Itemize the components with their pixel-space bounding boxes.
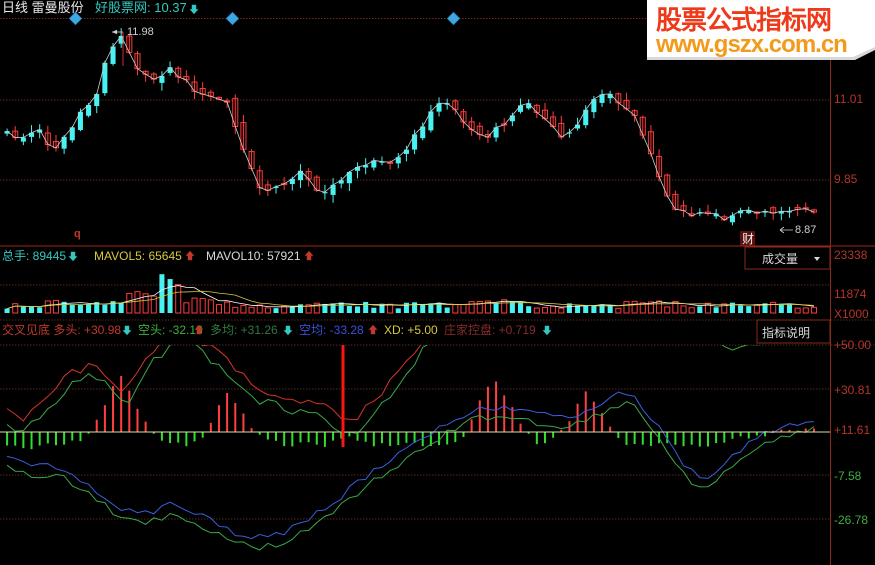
svg-text:指标说明: 指标说明 [762, 325, 810, 340]
svg-text:+30.81: +30.81 [834, 383, 871, 397]
svg-text:XD: +5.00: XD: +5.00 [384, 323, 438, 337]
svg-text:11874: 11874 [834, 287, 867, 301]
svg-text:8.87: 8.87 [795, 224, 816, 236]
svg-text:X1000: X1000 [834, 307, 869, 321]
svg-text:9.85: 9.85 [834, 172, 858, 186]
svg-text:交叉见底 多头: +30.98: 交叉见底 多头: +30.98 [2, 322, 121, 337]
svg-text:财: 财 [742, 232, 754, 246]
svg-text:-26.78: -26.78 [834, 513, 868, 527]
svg-text:+50.00: +50.00 [834, 338, 871, 352]
svg-text:庄家控盘: +0.719: 庄家控盘: +0.719 [444, 322, 536, 337]
svg-text:总手: 89445: 总手: 89445 [2, 249, 66, 263]
svg-text:成交量: 成交量 [762, 251, 798, 266]
svg-text:多均: +31.26: 多均: +31.26 [210, 323, 278, 337]
svg-text:好股票网: 10.37: 好股票网: 10.37 [95, 0, 187, 15]
svg-text:空头: -32.13: 空头: -32.13 [138, 323, 203, 337]
svg-text:空均: -33.28: 空均: -33.28 [299, 323, 364, 337]
svg-text:23338: 23338 [834, 248, 868, 262]
svg-text:MAVOL5: 65645: MAVOL5: 65645 [94, 249, 182, 263]
svg-text:q: q [74, 228, 81, 240]
svg-text:11.01: 11.01 [834, 92, 863, 106]
svg-text:+11.61: +11.61 [834, 423, 870, 437]
svg-text:-7.58: -7.58 [834, 469, 862, 483]
svg-text:日线 雷曼股份: 日线 雷曼股份 [2, 0, 84, 15]
svg-text:www.gszx.com.cn: www.gszx.com.cn [655, 31, 847, 58]
svg-text:11.98: 11.98 [127, 26, 154, 38]
svg-text:MAVOL10: 57921: MAVOL10: 57921 [206, 249, 301, 263]
